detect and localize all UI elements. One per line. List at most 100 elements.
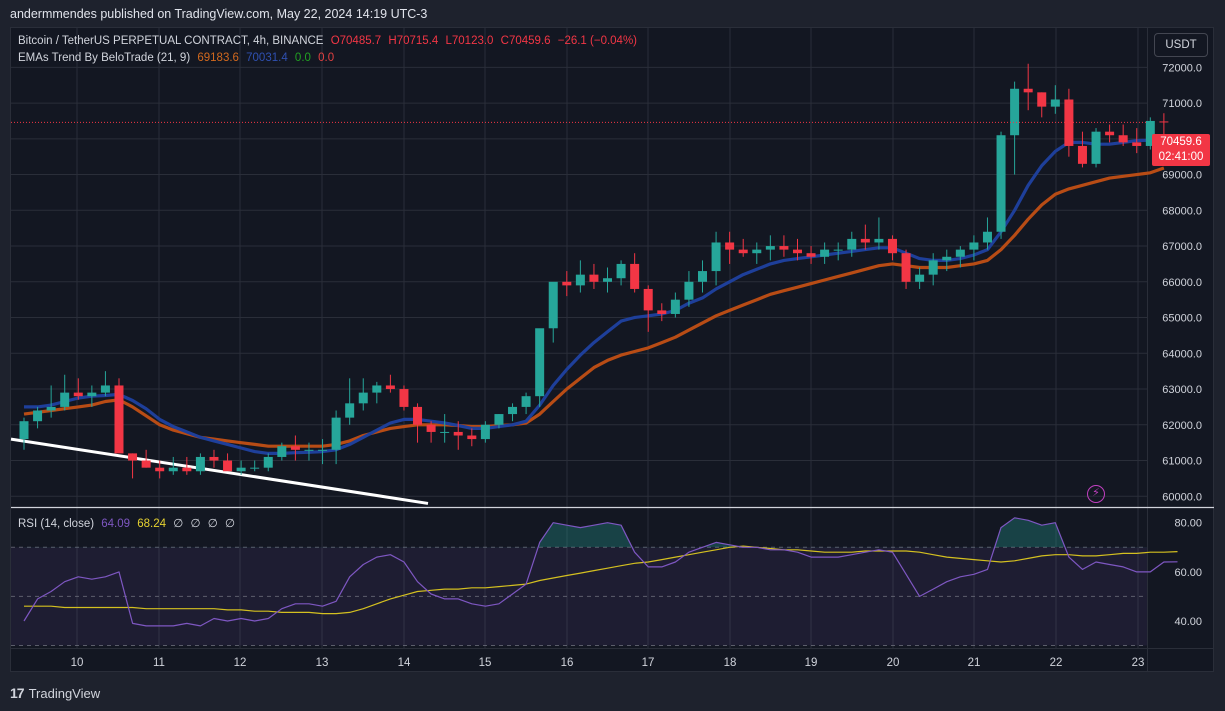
candle-body <box>1118 135 1128 143</box>
time-tick-label: 12 <box>234 657 247 669</box>
candle-body <box>562 281 572 286</box>
candle-body <box>860 238 870 243</box>
last-price-badge: 70459.6 02:41:00 <box>1152 134 1210 166</box>
rsi-ma-line <box>24 545 1178 615</box>
rsi-extra-4: ∅ <box>224 518 235 530</box>
candle-body <box>440 431 450 433</box>
candle-body <box>1145 120 1155 146</box>
candle-body <box>100 385 110 393</box>
candle-body <box>1091 131 1101 164</box>
candle-body <box>684 281 694 300</box>
candle-body <box>195 456 205 472</box>
candle-body <box>1037 92 1047 107</box>
candle-body <box>725 242 735 250</box>
candle-body <box>480 424 490 440</box>
time-tick-label: 10 <box>71 657 84 669</box>
price-tick-label: 67000.0 <box>1162 241 1202 253</box>
rsi-overbought-fill <box>24 517 1147 548</box>
rsi-extra-3: ∅ <box>207 518 218 530</box>
tradingview-brand[interactable]: 17 TradingView <box>10 685 100 701</box>
time-tick-label: 18 <box>724 657 737 669</box>
candle-body <box>711 242 721 272</box>
candle-body <box>779 246 789 250</box>
candle-body <box>901 253 911 282</box>
tradingview-logo-icon: 17 <box>10 685 25 701</box>
candle-body <box>331 417 341 450</box>
candle-body <box>426 424 436 432</box>
price-tick-label: 65000.0 <box>1162 313 1202 325</box>
candle-body <box>969 242 979 250</box>
candle-body <box>182 467 192 472</box>
price-tick-label: 61000.0 <box>1162 456 1202 468</box>
symbol-legend: Bitcoin / TetherUS PERPETUAL CONTRACT, 4… <box>18 35 641 47</box>
candle-body <box>548 281 558 329</box>
legend-high: H70715.4 <box>388 35 439 47</box>
candle-body <box>508 406 518 415</box>
time-tick-label: 13 <box>316 657 329 669</box>
candle-body <box>33 410 43 422</box>
candle-body <box>209 456 219 461</box>
time-tick-label: 22 <box>1050 657 1063 669</box>
candle-body <box>87 392 97 397</box>
rsi-tick-label: 60.00 <box>1174 567 1202 579</box>
indicator-name[interactable]: EMAs Trend By BeloTrade (21, 9) <box>18 52 191 64</box>
candle-body <box>168 467 178 472</box>
candle-body <box>290 446 300 450</box>
trendline <box>10 437 429 505</box>
price-tick-label: 69000.0 <box>1162 170 1202 182</box>
candle-body <box>1023 88 1033 93</box>
candle-body <box>467 435 477 440</box>
candle-body <box>318 449 328 451</box>
candle-body <box>698 271 707 282</box>
candle-body <box>670 299 680 314</box>
rsi-line <box>23 517 1178 627</box>
candle-body <box>738 249 748 254</box>
candle-body <box>128 453 138 461</box>
price-tick-label: 63000.0 <box>1162 384 1202 396</box>
bar-countdown: 02:41:00 <box>1158 151 1204 163</box>
candle-body <box>413 406 423 425</box>
candle-body <box>982 231 992 243</box>
rsi-name[interactable]: RSI (14, close) <box>18 518 95 530</box>
legend-close: C70459.6 <box>500 35 551 47</box>
price-tick-label: 64000.0 <box>1162 348 1202 360</box>
candle-body <box>806 253 816 257</box>
publisher-line: andermmendes published on TradingView.co… <box>10 7 428 21</box>
candle-body <box>603 278 613 282</box>
indicator-value-4: 0.0 <box>318 52 335 64</box>
time-tick-label: 21 <box>968 657 981 669</box>
indicator-value-3: 0.0 <box>294 52 311 64</box>
candle-body <box>19 421 29 440</box>
indicator-legend: EMAs Trend By BeloTrade (21, 9) 69183.6 … <box>18 52 338 64</box>
time-tick-label: 20 <box>887 657 900 669</box>
candle-body <box>996 135 1006 232</box>
rsi-legend: RSI (14, close) 64.09 68.24 ∅ ∅ ∅ ∅ <box>18 516 235 530</box>
time-tick-label: 11 <box>153 657 165 669</box>
candle-body <box>141 460 151 468</box>
candle-body <box>453 431 463 436</box>
rsi-tick-label: 80.00 <box>1174 518 1202 530</box>
candle-body <box>358 392 368 404</box>
candle-body <box>535 328 545 397</box>
ema-slow-line <box>23 166 1165 448</box>
candle-body <box>1105 131 1115 136</box>
candle-body <box>630 263 640 289</box>
candle-body <box>955 249 965 257</box>
candle-body <box>345 403 355 418</box>
candle-body <box>657 310 667 314</box>
candle-body <box>1077 145 1087 164</box>
price-tick-label: 62000.0 <box>1162 420 1202 432</box>
symbol-title[interactable]: Bitcoin / TetherUS PERPETUAL CONTRACT, 4… <box>18 35 324 47</box>
candle-body <box>304 449 314 451</box>
flash-icon[interactable]: ⚡ <box>1087 485 1105 503</box>
candle-body <box>236 467 246 472</box>
candle-body <box>1010 88 1020 136</box>
candle-body <box>874 238 884 243</box>
candle-body <box>60 392 70 407</box>
currency-button[interactable]: USDT <box>1154 33 1208 57</box>
legend-change: −26.1 (−0.04%) <box>557 35 638 47</box>
candle-body <box>114 385 124 454</box>
candle-body <box>1050 99 1060 107</box>
candle-body <box>887 238 897 254</box>
